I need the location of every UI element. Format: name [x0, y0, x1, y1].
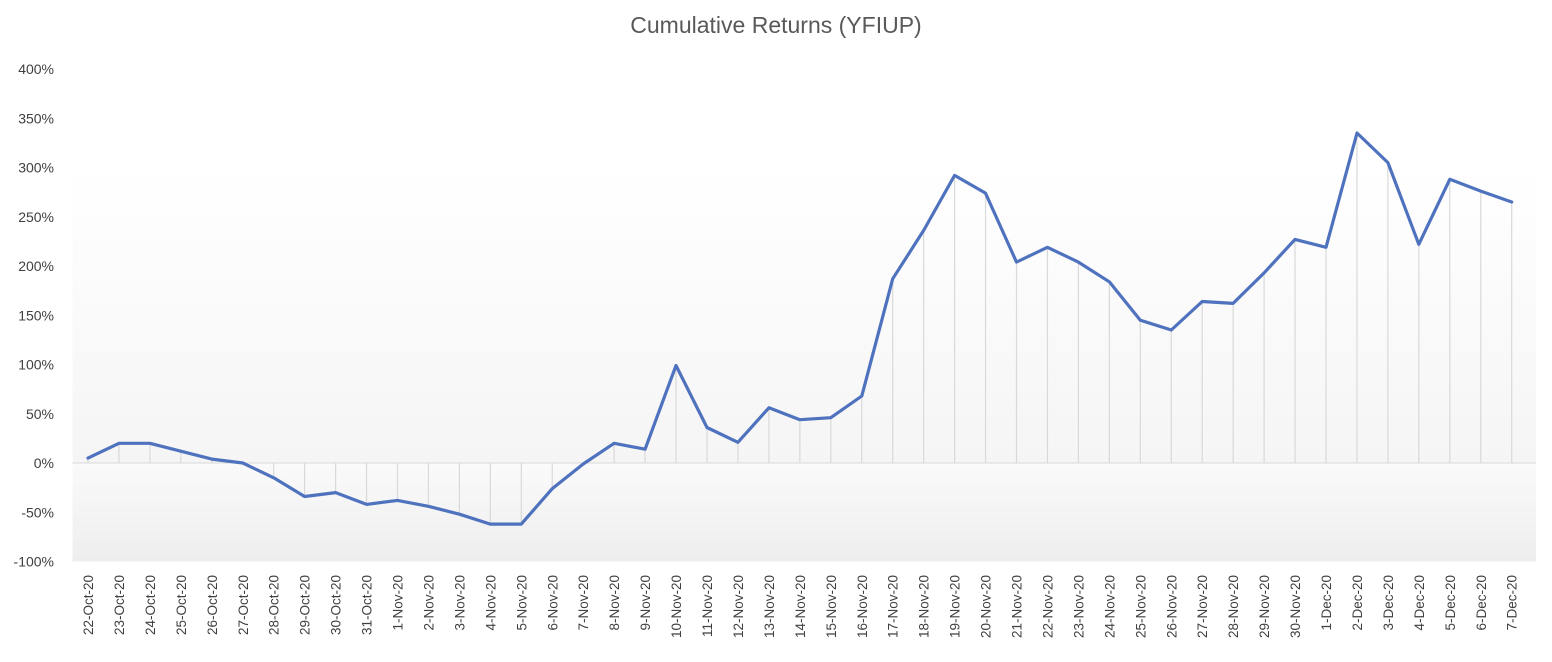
- x-axis-ticks: 22-Oct-20 23-Oct-20 24-Oct-20 25-Oct-20 26-O…: [81, 575, 1520, 638]
- x-tick-label: 29-Nov-20: [1257, 575, 1272, 638]
- axes: [71, 69, 1536, 562]
- x-tick-label: 25-Oct-20: [174, 575, 189, 635]
- x-tick-label: 10-Nov-20: [669, 575, 684, 638]
- x-tick-label: 21-Nov-20: [1010, 575, 1025, 638]
- x-tick-label: 1-Dec-20: [1319, 575, 1334, 631]
- x-tick-label: 2-Nov-20: [421, 575, 436, 631]
- x-tick-label: 23-Nov-20: [1071, 575, 1086, 638]
- x-tick-label: 27-Oct-20: [236, 575, 251, 635]
- x-tick-label: 19-Nov-20: [948, 575, 963, 638]
- x-tick-label: 8-Nov-20: [607, 575, 622, 631]
- x-tick-label: 28-Nov-20: [1226, 575, 1241, 638]
- x-tick-label: 30-Nov-20: [1288, 575, 1303, 638]
- x-tick-label: 13-Nov-20: [762, 575, 777, 638]
- x-tick-label: 15-Nov-20: [824, 575, 839, 638]
- y-tick-label: 150%: [18, 307, 54, 323]
- y-tick-label: 100%: [18, 357, 54, 373]
- x-tick-label: 5-Dec-20: [1443, 575, 1458, 631]
- y-tick-label: 350%: [18, 110, 54, 126]
- plot-background: [72, 167, 1536, 562]
- y-tick-label: 250%: [18, 209, 54, 225]
- x-tick-label: 18-Nov-20: [917, 575, 932, 638]
- series-line: [86, 131, 1514, 526]
- x-tick-label: 25-Nov-20: [1133, 575, 1148, 638]
- x-tick-label: 29-Oct-20: [298, 575, 313, 635]
- y-axis-ticks: -100% -50% 0% 50% 100% 150% 200% 250% 300% 350% 40…: [14, 61, 54, 570]
- x-tick-label: 3-Dec-20: [1381, 575, 1396, 631]
- y-tick-label: 300%: [18, 160, 54, 176]
- x-tick-label: 16-Nov-20: [855, 575, 870, 638]
- negative-area-background: [72, 463, 1536, 562]
- x-tick-label: 12-Nov-20: [731, 575, 746, 638]
- chart-title: Cumulative Returns (YFIUP): [630, 12, 922, 38]
- x-tick-label: 3-Nov-20: [452, 575, 467, 631]
- x-tick-label: 24-Nov-20: [1102, 575, 1117, 638]
- x-tick-label: 6-Dec-20: [1474, 575, 1489, 631]
- y-tick-label: 0%: [34, 455, 54, 471]
- series-line-group: [86, 131, 1514, 526]
- x-tick-label: 27-Nov-20: [1195, 575, 1210, 638]
- x-tick-label: 7-Nov-20: [576, 575, 591, 631]
- x-tick-label: 23-Oct-20: [112, 575, 127, 635]
- x-tick-label: 30-Oct-20: [329, 575, 344, 635]
- x-tick-label: 5-Nov-20: [514, 575, 529, 631]
- x-tick-label: 26-Oct-20: [205, 575, 220, 635]
- x-tick-label: 24-Oct-20: [143, 575, 158, 635]
- x-tick-label: 4-Nov-20: [483, 575, 498, 631]
- y-tick-label: 50%: [26, 406, 54, 422]
- x-tick-label: 2-Dec-20: [1350, 575, 1365, 631]
- x-tick-label: 14-Nov-20: [793, 575, 808, 638]
- x-tick-label: 22-Oct-20: [81, 575, 96, 635]
- y-tick-label: -50%: [21, 504, 54, 520]
- x-tick-label: 26-Nov-20: [1164, 575, 1179, 638]
- y-tick-label: 200%: [18, 258, 54, 274]
- positive-area-background: [72, 167, 1536, 463]
- x-tick-label: 28-Oct-20: [267, 575, 282, 635]
- drop-lines: [87, 133, 1513, 525]
- x-tick-label: 22-Nov-20: [1040, 575, 1055, 638]
- y-tick-label: 400%: [18, 61, 54, 77]
- x-tick-label: 20-Nov-20: [979, 575, 994, 638]
- x-tick-label: 11-Nov-20: [700, 575, 715, 637]
- x-tick-label: 7-Dec-20: [1505, 575, 1520, 631]
- y-tick-label: -100%: [14, 554, 54, 570]
- x-tick-label: 4-Dec-20: [1412, 575, 1427, 631]
- x-tick-label: 1-Nov-20: [391, 575, 406, 631]
- x-tick-label: 31-Oct-20: [360, 575, 375, 635]
- x-tick-label: 9-Nov-20: [638, 575, 653, 631]
- x-tick-label: 6-Nov-20: [545, 575, 560, 631]
- x-tick-label: 17-Nov-20: [886, 575, 901, 638]
